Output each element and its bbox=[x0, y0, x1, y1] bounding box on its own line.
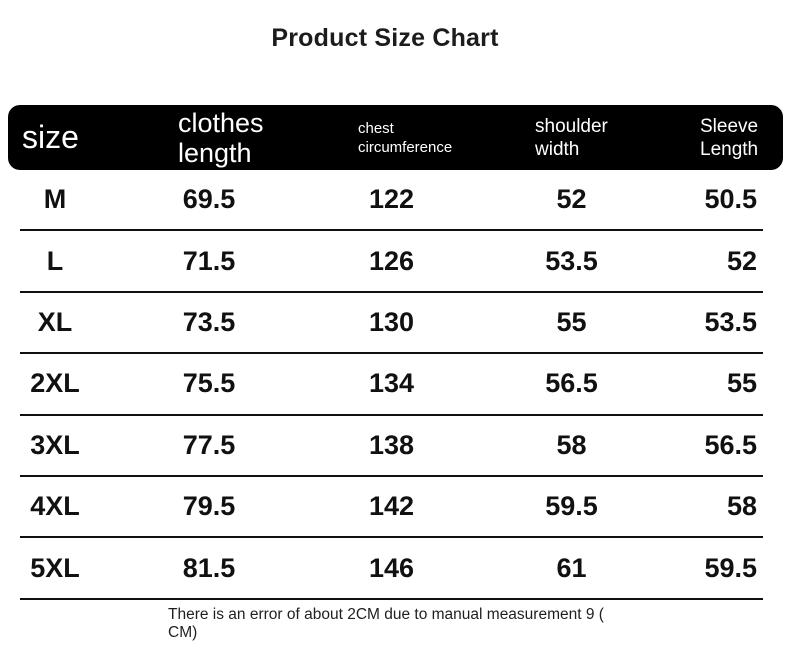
table-row: 4XL 79.5 142 59.5 58 bbox=[20, 477, 763, 539]
table-row: 5XL 81.5 146 61 59.5 bbox=[20, 538, 763, 600]
cell-shoulder-width: 59.5 bbox=[545, 491, 598, 522]
cell-size: 5XL bbox=[30, 552, 80, 583]
cell-size: XL bbox=[37, 306, 73, 337]
table-row: L 71.5 126 53.5 52 bbox=[20, 231, 763, 293]
cell-clothes-length: 71.5 bbox=[182, 245, 236, 276]
cell-shoulder-width: 52 bbox=[556, 184, 587, 215]
cell-shoulder-width: 55 bbox=[556, 306, 587, 337]
cell-sleeve-length: 55 bbox=[726, 368, 757, 399]
cell-sleeve-length: 50.5 bbox=[704, 184, 757, 215]
column-header-label: shoulder width bbox=[535, 115, 608, 160]
table-row: M 69.5 122 52 50.5 bbox=[20, 170, 763, 232]
table-row: XL 73.5 130 55 53.5 bbox=[20, 293, 763, 355]
table-body: M 69.5 122 52 50.5 L 71.5 126 53.5 52 XL… bbox=[20, 170, 763, 600]
cell-clothes-length: 73.5 bbox=[182, 306, 236, 337]
cell-clothes-length: 75.5 bbox=[182, 368, 236, 399]
cell-sleeve-length: 52 bbox=[726, 245, 757, 276]
cell-shoulder-width: 56.5 bbox=[545, 368, 598, 399]
table-row: 2XL 75.5 134 56.5 55 bbox=[20, 354, 763, 416]
size-table: size clothes length chest circumference … bbox=[8, 105, 783, 600]
column-header-sleeve-length: Sleeve Length bbox=[686, 115, 783, 161]
cell-chest-circumference: 130 bbox=[368, 306, 415, 337]
cell-sleeve-length: 59.5 bbox=[704, 552, 757, 583]
cell-clothes-length: 79.5 bbox=[182, 491, 236, 522]
column-header-size: size bbox=[8, 119, 164, 156]
cell-clothes-length: 77.5 bbox=[182, 429, 236, 460]
cell-chest-circumference: 126 bbox=[368, 245, 415, 276]
cell-size: M bbox=[43, 184, 67, 215]
cell-chest-circumference: 134 bbox=[368, 368, 415, 399]
cell-clothes-length: 81.5 bbox=[182, 552, 236, 583]
column-header-clothes-length: clothes length bbox=[164, 108, 344, 168]
cell-shoulder-width: 58 bbox=[556, 429, 587, 460]
cell-size: L bbox=[46, 245, 64, 276]
column-header-shoulder-width: shoulder width bbox=[521, 115, 686, 161]
cell-size: 2XL bbox=[30, 368, 80, 399]
cell-size: 4XL bbox=[30, 491, 80, 522]
table-row: 3XL 77.5 138 58 56.5 bbox=[20, 416, 763, 477]
cell-sleeve-length: 58 bbox=[726, 491, 757, 522]
cell-chest-circumference: 138 bbox=[368, 429, 415, 460]
cell-clothes-length: 69.5 bbox=[182, 184, 236, 215]
page-title: Product Size Chart bbox=[271, 24, 499, 52]
cell-chest-circumference: 146 bbox=[368, 552, 415, 583]
cell-shoulder-width: 61 bbox=[556, 552, 587, 583]
column-header-label: Sleeve Length bbox=[700, 115, 759, 160]
cell-sleeve-length: 56.5 bbox=[704, 429, 757, 460]
column-header-chest-circumference: chest circumference bbox=[344, 119, 521, 157]
cell-sleeve-length: 53.5 bbox=[704, 306, 757, 337]
cell-shoulder-width: 53.5 bbox=[545, 245, 598, 276]
cell-size: 3XL bbox=[30, 429, 80, 460]
column-header-label: chest circumference bbox=[358, 119, 453, 156]
cell-chest-circumference: 142 bbox=[368, 491, 415, 522]
cell-chest-circumference: 122 bbox=[368, 184, 415, 215]
table-header-row: size clothes length chest circumference … bbox=[8, 105, 783, 170]
column-header-label: clothes length bbox=[178, 107, 264, 168]
column-header-label: size bbox=[22, 119, 79, 155]
measurement-note: There is an error of about 2CM due to ma… bbox=[168, 606, 604, 641]
